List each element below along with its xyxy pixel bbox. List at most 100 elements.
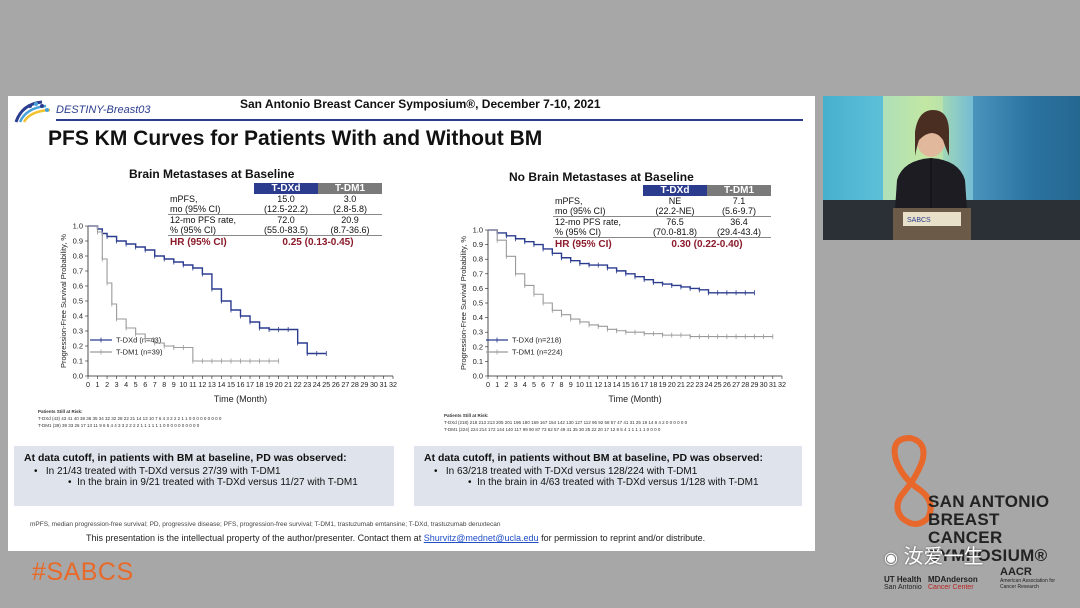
symposium-heading: San Antonio Breast Cancer Symposium®, De…	[240, 97, 601, 111]
x-tick-label: 4	[523, 380, 527, 389]
x-tick-label: 13	[603, 380, 611, 389]
right-note-box: At data cutoff, in patients without BM a…	[414, 446, 802, 506]
km-curve-tdxd	[488, 229, 755, 294]
left-pfs12-ci-tdm1: (8.7-36.6)	[330, 225, 370, 235]
y-tick-label: 0.9	[73, 237, 83, 246]
y-tick-label: 0.3	[73, 327, 83, 336]
x-tick-label: 12	[594, 380, 602, 389]
x-tick-label: 26	[332, 380, 340, 389]
y-tick-label: 0.0	[73, 372, 83, 381]
left-note-line2: • In the brain in 9/21 treated with T-DX…	[68, 477, 358, 488]
y-tick-label: 0.1	[473, 357, 483, 366]
partner-ut-health-sub: San Antonio	[884, 584, 922, 591]
partner-ut-health-name: UT Health	[884, 575, 922, 584]
ip-prefix: This presentation is the intellectual pr…	[86, 533, 422, 543]
y-tick-label: 0.8	[73, 252, 83, 261]
left-km-chart: 0.00.10.20.30.40.50.60.70.80.91.00 1 2 3 4 5 6…	[59, 222, 397, 405]
right-col-tdxd: T-DXd	[643, 185, 707, 196]
right-note-line2-text: In the brain in 4/63 treated with T-DXd …	[477, 477, 759, 488]
left-note-line1-text: In 21/43 treated with T-DXd versus 27/39…	[45, 466, 281, 477]
abbreviations-footnote: mPFS, median progression-free survival; …	[30, 521, 501, 528]
x-tick-label: 3	[115, 380, 119, 389]
x-tick-label: 17	[246, 380, 254, 389]
x-tick-label: 24	[705, 380, 713, 389]
km-curve-tdm1	[488, 229, 773, 338]
legend-label-tdm1: T-DM1 (n=224)	[512, 348, 563, 357]
y-tick-label: 0.2	[473, 342, 483, 351]
svg-text:SABCS: SABCS	[907, 217, 931, 224]
right-pfs12-tdxd: 76.5	[643, 216, 707, 227]
y-tick-label: 0.7	[473, 269, 483, 278]
x-tick-label: 4	[124, 380, 128, 389]
left-col-tdm1: T-DM1	[318, 183, 382, 194]
x-tick-label: 17	[640, 380, 648, 389]
x-tick-label: 28	[741, 380, 749, 389]
right-mpfs-tdm1: 7.1	[732, 196, 746, 206]
wechat-watermark: ◉ 汝爱一生	[884, 540, 984, 569]
x-tick-label: 10	[576, 380, 584, 389]
x-tick-label: 9	[172, 380, 176, 389]
y-axis-label: Progression-Free Survival Probability, %	[59, 234, 68, 368]
partner-aacr: AACR American Association for Cancer Res…	[1000, 566, 1070, 590]
x-tick-label: 12	[198, 380, 206, 389]
x-tick-label: 20	[668, 380, 676, 389]
y-tick-label: 0.5	[473, 299, 483, 308]
y-tick-label: 0.9	[473, 240, 483, 249]
left-mpfs-tdm1: 3.0	[343, 194, 357, 204]
left-mpfs-ci-tdxd: (12.5-22.2)	[263, 204, 309, 214]
trial-name: DESTINY-Breast03	[56, 104, 151, 116]
x-tick-label: 28	[351, 380, 359, 389]
left-hr-label: HR (95% CI)	[168, 235, 254, 250]
x-tick-label: 2	[504, 380, 508, 389]
right-risk-tdxd: T-DXd (218) 218 213 213 205 201 196 180 …	[444, 420, 688, 425]
right-row2-sublabel: % (95% CI)	[555, 227, 602, 237]
y-tick-label: 0.2	[73, 342, 83, 351]
x-tick-label: 0	[86, 380, 90, 389]
x-axis-label: Time (Month)	[214, 394, 267, 404]
left-row1-sublabel: mo (95% CI)	[170, 204, 221, 214]
right-pfs12-ci-tdm1: (29.4-43.4)	[716, 227, 762, 237]
right-note-line1-text: In 63/218 treated with T-DXd versus 128/…	[445, 466, 698, 477]
x-tick-label: 19	[659, 380, 667, 389]
x-tick-label: 18	[649, 380, 657, 389]
left-risk-header: Patients Still at Risk:	[38, 409, 83, 414]
legend-label-tdm1: T-DM1 (n=39)	[116, 348, 163, 357]
left-risk-tdxd: T-DXd (43) 43 41 40 38 36 35 34 32 32 28…	[38, 416, 222, 421]
x-tick-label: 6	[541, 380, 545, 389]
legend-label-tdxd: T-DXd (n=218)	[512, 336, 562, 345]
left-pfs12-ci-tdxd: (55.0-83.5)	[263, 225, 309, 235]
right-mpfs-ci-tdxd: (22.2-NE)	[655, 206, 695, 216]
right-stats-table: T-DXd T-DM1 mPFS, NE 7.1 mo (95% CI) (22…	[553, 185, 771, 252]
x-tick-label: 11	[585, 380, 592, 389]
x-tick-label: 15	[227, 380, 235, 389]
x-tick-label: 2	[105, 380, 109, 389]
right-km-chart: 0.00.10.20.30.40.50.60.70.80.91.00 1 2 3 4 5 6…	[459, 226, 786, 405]
wechat-icon: ◉	[884, 550, 898, 567]
y-tick-label: 0.6	[473, 284, 483, 293]
y-tick-label: 0.5	[73, 297, 83, 306]
right-panel-title: No Brain Metastases at Baseline	[509, 170, 694, 184]
x-tick-label: 3	[514, 380, 518, 389]
left-col-tdxd: T-DXd	[254, 183, 318, 194]
y-tick-label: 0.8	[473, 255, 483, 264]
left-mpfs-ci-tdm1: (2.8-5.8)	[332, 204, 367, 214]
x-tick-label: 25	[714, 380, 722, 389]
left-stats-table: T-DXd T-DM1 mPFS, 15.0 3.0 mo (95% CI) (…	[168, 183, 382, 250]
right-row1-label: mPFS,	[555, 196, 583, 206]
y-axis-label: Progression-Free Survival Probability, %	[459, 236, 468, 370]
sabcs-line2: BREAST CANCER	[928, 510, 1003, 547]
right-risk-table: Patients Still at Risk: T-DXd (218) 218 …	[444, 412, 804, 433]
contact-email-link[interactable]: Shurvitz@mednet@ucla.edu	[423, 533, 539, 543]
x-tick-label: 31	[769, 380, 777, 389]
sabcs-wordmark: SAN ANTONIO BREAST CANCER SYMPOSIUM®	[928, 493, 1076, 565]
x-tick-label: 27	[341, 380, 349, 389]
right-pfs12-tdm1: 36.4	[707, 216, 771, 227]
right-note-line2: • In the brain in 4/63 treated with T-DX…	[468, 477, 759, 488]
left-row2-sublabel: % (95% CI)	[170, 225, 217, 235]
ip-notice: This presentation is the intellectual pr…	[86, 533, 705, 543]
x-tick-label: 16	[237, 380, 245, 389]
partner-aacr-sub: American Association for Cancer Research	[1000, 578, 1056, 590]
right-risk-tdm1: T-DM1 (224) 224 214 172 144 140 117 99 9…	[444, 427, 661, 432]
right-row1-sublabel: mo (95% CI)	[555, 206, 606, 216]
y-tick-label: 0.6	[73, 282, 83, 291]
